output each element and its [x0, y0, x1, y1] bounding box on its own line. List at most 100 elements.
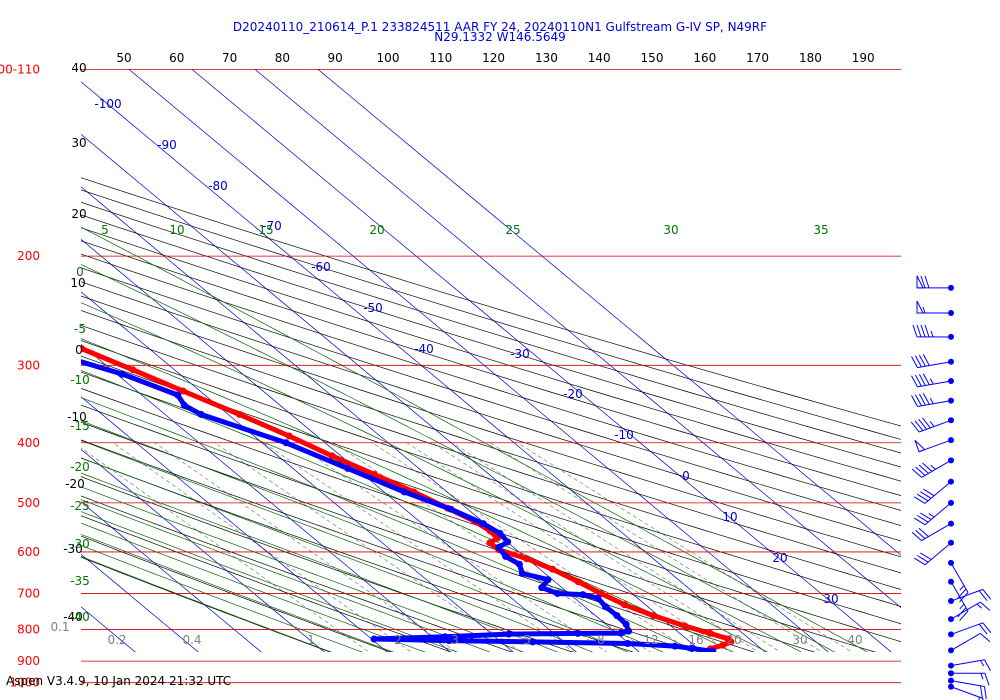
dry-adiabat-line — [81, 340, 901, 607]
mixing-ratio-label: 16 — [688, 633, 703, 647]
dewpoint-point — [617, 629, 625, 637]
wind-barb-flag — [913, 517, 926, 526]
wind-barb-pennant — [914, 440, 926, 453]
dry-adiabat-line — [81, 495, 513, 652]
dewpoint-point — [441, 633, 449, 641]
isotherm-label: -50 — [363, 301, 383, 315]
wind-barb-flag — [916, 493, 929, 502]
wind-barb-staff — [950, 588, 984, 602]
temperature-point — [765, 674, 772, 681]
dewpoint-point — [579, 591, 587, 599]
isotherm-line — [191, 69, 892, 652]
dewpoint-point — [197, 410, 205, 418]
temperature-point — [746, 670, 753, 677]
wind-barb-half-flag — [959, 585, 965, 591]
mixing-ratio-label: 40 — [847, 633, 862, 647]
wind-barb — [913, 499, 954, 526]
wind-barb — [948, 683, 984, 700]
pressure-tick-label: 200 — [17, 249, 40, 263]
wind-barb — [911, 373, 954, 388]
mixing-ratio-label: 12 — [643, 633, 658, 647]
dewpoint-point — [625, 627, 633, 635]
dry-adiabat-line — [81, 439, 695, 652]
wind-barb-station — [948, 677, 954, 684]
moist-adiabat-left-label: -25 — [70, 499, 90, 513]
wind-barb-station — [948, 631, 954, 638]
temperature-point — [6, 316, 13, 323]
wind-barb — [911, 457, 954, 478]
temperature-point — [735, 665, 742, 672]
moist-adiabat-line — [81, 264, 836, 652]
dewpoint-point — [711, 656, 718, 663]
wind-barb — [948, 659, 991, 672]
dry-adiabat-line — [81, 201, 901, 454]
moist-adiabat-left-label: -20 — [70, 460, 90, 474]
wind-barb-half-flag — [930, 330, 934, 338]
wind-barb-staff — [950, 659, 985, 667]
wind-barb-flag — [920, 512, 932, 521]
wind-barb-half-flag — [922, 306, 926, 314]
pressure-tick-label: 900 — [17, 654, 40, 668]
top-axis-label: 110 — [429, 51, 452, 65]
isotherm-line — [81, 133, 703, 652]
wind-barb-half-flag — [929, 378, 934, 385]
wind-barb — [948, 632, 991, 654]
top-axis-label: 160 — [693, 51, 716, 65]
wind-barb — [910, 417, 954, 433]
dry-adiabat-line — [81, 404, 816, 652]
wind-barb-flag — [918, 418, 927, 430]
mixing-ratio-label: 30 — [792, 633, 807, 647]
wind-barb-half-flag — [928, 513, 935, 518]
pressure-tick-label: 300 — [17, 358, 40, 372]
dewpoint-point — [479, 520, 487, 528]
temperature-point — [728, 661, 735, 668]
dewpoint-line — [81, 359, 717, 652]
dry-adiabat-line — [81, 556, 331, 652]
wind-barb-station — [948, 378, 954, 384]
wind-barb-flag — [924, 275, 930, 289]
wind-barb-flag — [912, 324, 918, 338]
dewpoint-point — [447, 505, 455, 513]
wind-barb-flag — [918, 527, 929, 537]
top-axis-label: 60 — [169, 51, 184, 65]
left-axis-label: 40 — [71, 61, 86, 75]
wind-barb-station — [948, 559, 954, 566]
wind-barb-flag — [918, 464, 929, 474]
wind-barb-station — [948, 499, 954, 506]
wind-barb-station — [948, 670, 954, 677]
mixing-ratio-label: 1 — [307, 633, 315, 647]
isotherm-line — [81, 448, 325, 652]
wind-barb-staff — [921, 459, 952, 478]
dewpoint-point — [4, 335, 11, 342]
isotherm-line — [81, 553, 199, 652]
top-axis-label: 190 — [852, 51, 875, 65]
wind-barb-station — [948, 683, 954, 690]
wind-barb-staff — [918, 419, 952, 433]
left-axis-label: -30 — [63, 542, 83, 556]
wind-barb-flag — [922, 462, 933, 472]
top-axis-label: 120 — [482, 51, 505, 65]
pressure-tick-label: 500 — [17, 496, 40, 510]
isotherm-label: 0 — [682, 469, 690, 483]
dewpoint-point — [554, 590, 562, 597]
wind-barb-flag — [920, 275, 926, 289]
moist-adiabat-line — [81, 533, 395, 652]
dry-adiabat-line — [81, 355, 901, 625]
isotherm-label: -10 — [614, 428, 634, 442]
top-axis-label: 100 — [377, 51, 400, 65]
wind-barb-station — [948, 333, 954, 340]
dry-adiabat-line — [81, 371, 901, 643]
wind-barb-staff — [950, 686, 984, 699]
wind-barb-staff — [950, 562, 969, 593]
temperature-point — [805, 681, 812, 688]
temperature-point — [328, 452, 336, 460]
dry-adiabat-line — [81, 324, 901, 590]
wind-barb-staff — [921, 523, 952, 542]
wind-barb-flag — [984, 659, 991, 672]
dewpoint-point — [613, 612, 621, 620]
isotherm-label: -40 — [414, 342, 434, 356]
dewpoint-point — [282, 439, 290, 447]
isotherm-label: 10 — [722, 510, 737, 524]
wind-barb-flag — [914, 420, 924, 431]
temperature-point — [81, 345, 86, 353]
